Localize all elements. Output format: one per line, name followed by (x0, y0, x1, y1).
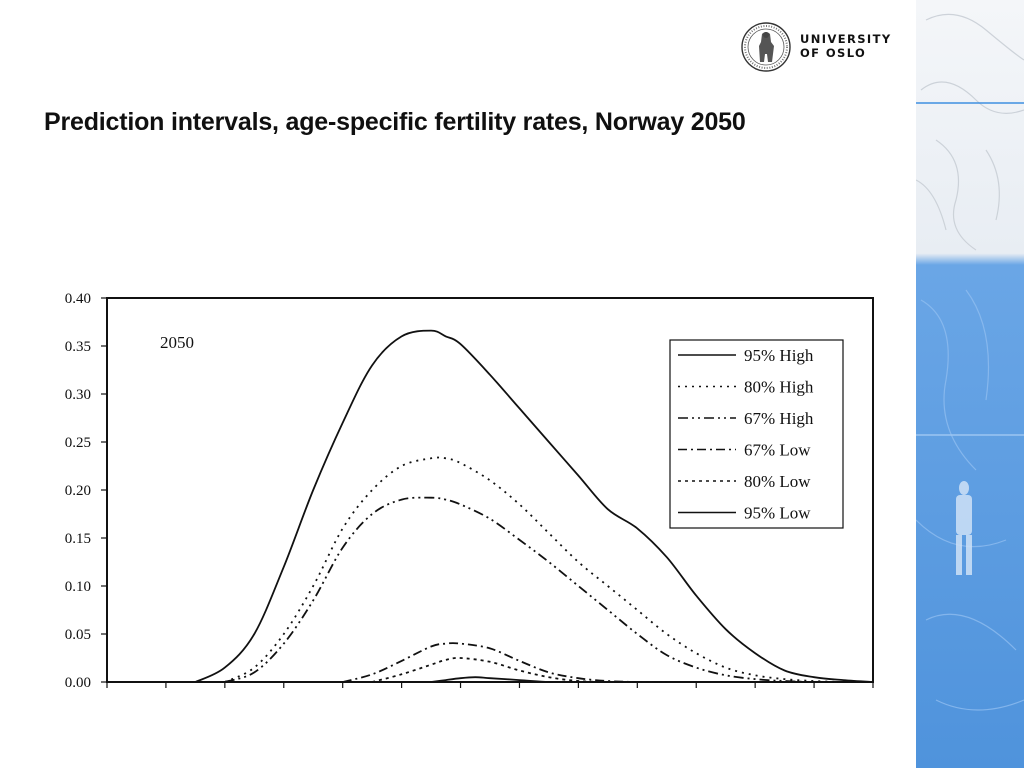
logo-wordmark: UNIVERSITY OF OSLO (800, 32, 892, 60)
y-tick-label: 0.20 (65, 483, 91, 499)
series-line-6 (430, 676, 579, 684)
y-tick-label: 0.30 (65, 387, 91, 403)
series-line-5 (371, 657, 638, 683)
series-line-3 (224, 496, 873, 683)
y-tick-label: 0.15 (65, 531, 91, 547)
y-tick-label: 0.40 (65, 291, 91, 307)
university-seal-icon (741, 22, 791, 72)
series-line-1 (195, 329, 874, 683)
y-axis: 0.00 0.05 0.10 0.15 0.20 0.25 0.30 0.35 0.40 (65, 291, 107, 691)
logo-line-2: OF OSLO (800, 46, 867, 60)
series-line-4 (342, 642, 667, 683)
y-tick-label: 0.35 (65, 339, 91, 355)
y-tick-label: 0.00 (65, 675, 91, 691)
legend-box (669, 339, 844, 529)
y-tick-label: 0.05 (65, 627, 91, 643)
legend-label: 80% High (744, 378, 814, 397)
legend-label: 95% Low (744, 504, 811, 523)
legend-label: 67% High (744, 409, 814, 428)
fertility-chart: 0.00 0.05 0.10 0.15 0.20 0.25 0.30 0.35 0.40 205… (65, 291, 874, 691)
slide-title: Prediction intervals, age-specific ferti… (44, 108, 746, 136)
university-logo: UNIVERSITY OF OSLO (740, 22, 910, 76)
decorative-sidebar (916, 0, 1024, 768)
x-axis (106, 682, 874, 688)
series-lines (195, 329, 874, 684)
y-tick-label: 0.25 (65, 435, 91, 451)
legend-label: 80% Low (744, 472, 811, 491)
legend-label: 95% High (744, 346, 814, 365)
logo-line-1: UNIVERSITY (800, 32, 892, 46)
legend-label: 67% Low (744, 441, 811, 460)
y-tick-label: 0.10 (65, 579, 91, 595)
series-line-2 (224, 456, 874, 683)
chart-legend: 95% High 80% High 67% High 67% Low 80% Low 95… (669, 339, 844, 529)
chart-annotation: 2050 (160, 333, 194, 352)
